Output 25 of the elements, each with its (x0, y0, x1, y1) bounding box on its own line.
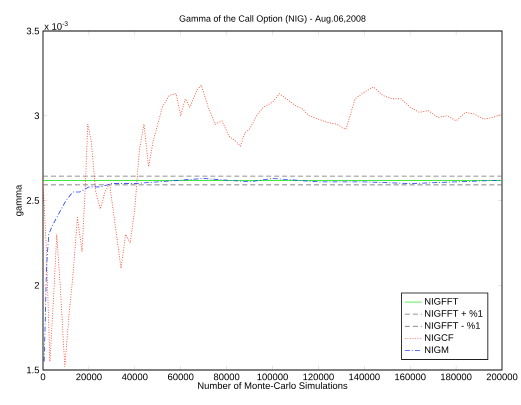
y-tick-label: 3 (34, 112, 40, 120)
text: x 10$^{-3}$ (44, 21, 68, 30)
y-tick-label: 3.5 (26, 28, 40, 34)
y-tick-label: 1.5 (27, 366, 40, 374)
legend-label: NIGFFT + %1 (425, 310, 482, 317)
x-tick-label: 100000 (257, 374, 288, 380)
x-tick-label: 200000 (486, 374, 518, 380)
x-tick-label: 140000 (349, 374, 380, 380)
legend-label: NIGFFT (425, 298, 458, 305)
x-tick-label: 20000 (76, 374, 102, 380)
y-axis-title: gamma (16, 184, 24, 216)
y-tick-label: 2.5 (26, 197, 40, 204)
y-tick-label: 2 (34, 282, 40, 289)
chart-title: Gamma of the Call Option (NIG) - Aug.06,2008 (180, 15, 366, 24)
x-tick-label: 180000 (441, 374, 472, 380)
x-tick-label: 120000 (303, 374, 334, 380)
legend-label: NIGM (425, 346, 448, 354)
x-tick-label: 40000 (122, 374, 148, 380)
x-tick-label: 160000 (395, 374, 426, 380)
legend-label: NIGCF (425, 334, 454, 341)
legend-label: NIGFFT - %1 (425, 322, 480, 329)
x-tick-label: 60000 (168, 374, 194, 380)
x-axis-title: Number of Monte-Carlo Simulations (198, 382, 348, 390)
x-tick-label: 80000 (214, 374, 240, 380)
x-tick-label: 0 (40, 374, 46, 380)
